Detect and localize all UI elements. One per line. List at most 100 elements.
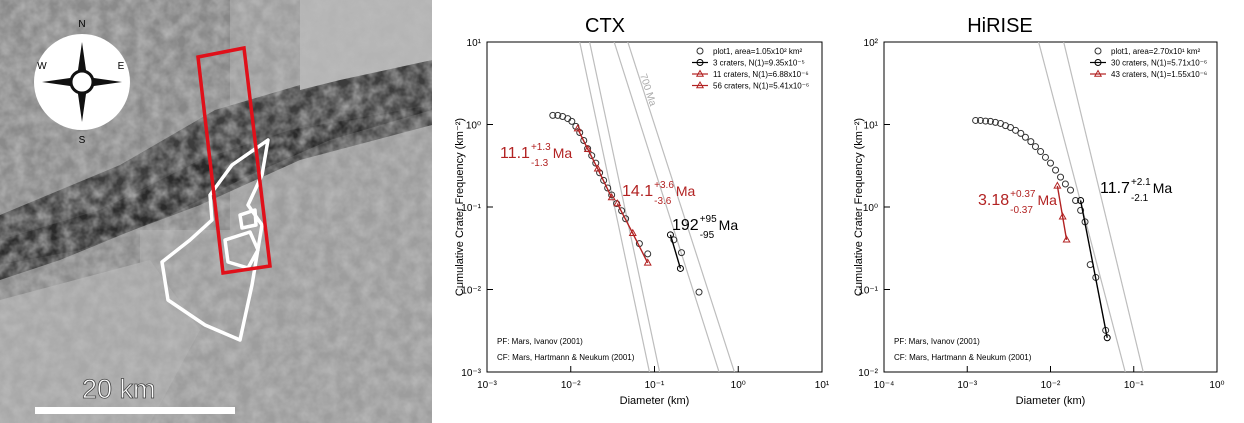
scale-label: 20 km [82, 374, 156, 404]
circle-marker [1052, 166, 1060, 174]
circle-marker [696, 47, 704, 55]
triangle-marker [1062, 235, 1071, 243]
age-minus: -0.37 [1010, 205, 1033, 216]
circle-marker [1012, 126, 1020, 134]
x-tick-label: 10⁻³ [477, 380, 497, 391]
age-plus: +95 [700, 214, 717, 225]
isochron [613, 42, 720, 372]
fit-line [577, 128, 613, 198]
circle-marker [1077, 206, 1085, 214]
circle-marker [549, 111, 557, 119]
y-tick-label: 10² [864, 38, 879, 49]
scale-bar [35, 407, 235, 414]
compass: N E S W [34, 19, 130, 146]
y-tick-label: 10⁻² [858, 368, 878, 379]
x-tick-label: 10⁻² [561, 380, 581, 391]
circle-marker [1094, 59, 1102, 66]
circle-marker [1103, 334, 1111, 342]
fit-line [669, 234, 682, 269]
triangle-marker [613, 199, 622, 207]
circle-marker [670, 236, 678, 244]
chart-title: CTX [585, 15, 625, 37]
legend-label: 30 craters, N(1)=5.71x10⁻⁶ [1111, 59, 1207, 68]
y-tick-label: 10⁻³ [461, 368, 481, 379]
legend-label: 43 craters, N(1)=1.55x10⁻⁶ [1111, 70, 1207, 79]
circle-marker [677, 249, 685, 257]
x-tick-label: 10⁻¹ [645, 380, 665, 391]
y-tick-label: 10⁻² [461, 286, 481, 297]
compass-label: E [118, 61, 125, 72]
legend-label: 56 craters, N(1)=5.41x10⁻⁶ [713, 82, 809, 91]
legend-label: 3 craters, N(1)=9.35x10⁻⁵ [713, 59, 805, 68]
age-value: 192 [672, 217, 699, 234]
triangle-marker [1058, 212, 1067, 220]
circle-marker [696, 59, 704, 66]
plot-area [549, 42, 735, 372]
age-value: 11.1 [500, 145, 530, 162]
circle-marker [554, 111, 562, 119]
chart: HiRISE 10⁻⁴ 10⁻³ 10⁻² 10⁻¹ 10⁰ 10⁻² 10⁻¹ 10⁰ 10¹ 1… [853, 15, 1225, 407]
triangle-marker [1053, 181, 1062, 189]
x-axis-label: Diameter (km) [620, 395, 690, 407]
chart: CTX 10⁻³ 10⁻² 10⁻¹ 10⁰ 10¹ 10⁻³ 10⁻² 10⁻¹ 10⁰ 10¹ D… [454, 15, 830, 407]
chart-title: HiRISE [967, 15, 1033, 37]
compass-label: N [78, 19, 85, 30]
circle-marker [976, 116, 984, 124]
age-unit: Ma [1037, 192, 1057, 208]
circle-marker [1047, 159, 1054, 167]
triangle-marker [695, 69, 705, 77]
circle-marker [991, 118, 999, 126]
y-tick-label: 10¹ [467, 38, 482, 49]
circle-marker [1031, 143, 1039, 151]
circle-marker [608, 191, 616, 199]
isochron [627, 42, 735, 372]
age-value: 14.1 [622, 183, 653, 200]
circle-marker [1077, 196, 1085, 204]
circle-marker [972, 116, 980, 124]
triangle-marker [628, 228, 637, 236]
fit-line [616, 203, 649, 264]
age-unit: Ma [1153, 180, 1173, 196]
legend-label: 11 craters, N(1)=6.88x10⁻⁶ [713, 70, 809, 79]
age-plus: +0.37 [1010, 189, 1036, 200]
isochron [589, 42, 661, 372]
x-tick-label: 10⁻⁴ [874, 380, 895, 391]
circle-marker [600, 176, 608, 184]
x-tick-label: 10⁻³ [957, 380, 977, 391]
x-tick-label: 10⁰ [1209, 380, 1224, 391]
y-tick-label: 10⁻¹ [461, 203, 481, 214]
y-axis-label: Cumulative Crater Frequency (km⁻²) [454, 118, 466, 296]
study-outline [160, 138, 270, 342]
x-tick-label: 10⁻¹ [1124, 380, 1144, 391]
y-tick-label: 10⁰ [466, 121, 481, 132]
y-tick-label: 10⁰ [863, 203, 878, 214]
circle-marker [986, 117, 994, 125]
triangle-marker [593, 164, 602, 172]
age-unit: Ma [719, 217, 739, 233]
age-plus: +1.3 [531, 142, 551, 153]
age-plus: +2.1 [1131, 177, 1151, 188]
circle-marker [618, 207, 626, 215]
triangle-marker [1093, 69, 1103, 77]
circle-marker [1094, 47, 1102, 55]
compass-label: S [79, 135, 86, 146]
x-tick-label: 10⁰ [731, 380, 746, 391]
fit-line [1056, 185, 1068, 240]
circle-marker [580, 136, 588, 144]
circle-marker [982, 117, 990, 125]
method-note: PF: Mars, Ivanov (2001) [894, 337, 980, 346]
compass-ring [69, 69, 95, 95]
method-note: PF: Mars, Ivanov (2001) [497, 337, 583, 346]
circle-marker [622, 215, 630, 223]
circle-marker [1061, 180, 1069, 188]
triangle-marker [695, 80, 705, 89]
age-plus: +3.6 [654, 180, 674, 191]
isochron [579, 42, 651, 372]
isochron [1063, 42, 1144, 372]
circle-marker [1041, 153, 1049, 161]
x-tick-label: 10⁻² [1041, 380, 1061, 391]
circle-marker [1072, 196, 1080, 204]
age-minus: -1.3 [531, 158, 549, 169]
y-tick-label: 10⁻¹ [858, 286, 878, 297]
legend-label: plot1, area=1.05x10² km² [713, 47, 802, 56]
